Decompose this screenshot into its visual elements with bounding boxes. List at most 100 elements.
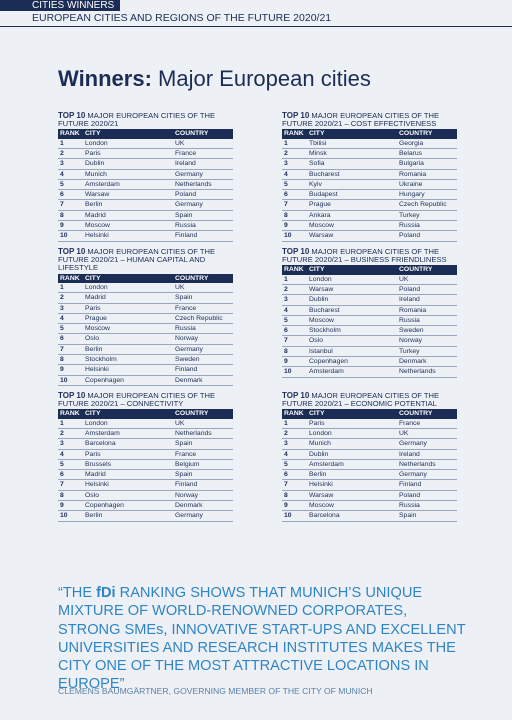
cell: Germany	[399, 440, 427, 448]
table-row: 10 Warsaw Poland	[282, 231, 457, 242]
column-header: COUNTRY	[399, 266, 433, 274]
cell: 8	[284, 347, 288, 355]
header-rule	[0, 26, 512, 27]
table-row: 5 Kyiv Ukraine	[282, 180, 457, 191]
cell: 3	[60, 440, 64, 448]
cell: Belgium	[175, 460, 200, 468]
table-row: 9 Moscow Russia	[282, 221, 457, 232]
cell: 8	[60, 491, 64, 499]
quote: “THE fDi RANKING SHOWS THAT MUNICH’S UNI…	[58, 584, 468, 694]
cell: Moscow	[85, 222, 110, 230]
cell: Copenhagen	[309, 358, 348, 366]
table-title-lead: TOP 10	[282, 391, 310, 400]
cell: 1	[60, 283, 64, 291]
cell: Finland	[175, 366, 198, 374]
table-row: 2 Madrid Spain	[58, 293, 233, 304]
table-title-lead: TOP 10	[58, 247, 86, 256]
cell: Minsk	[309, 150, 327, 157]
table-row: 6 Warsaw Poland	[58, 190, 233, 201]
cell: 1	[284, 275, 288, 283]
cell: 8	[284, 211, 288, 219]
table-title: TOP 10 MAJOR EUROPEAN CITIES OF THE FUTU…	[282, 391, 457, 409]
cell: 6	[284, 327, 288, 335]
table-title-text: MAJOR EUROPEAN CITIES OF THE FUTURE 2020…	[58, 247, 216, 273]
cell: Paris	[85, 150, 101, 157]
table-row: 7 Oslo Norway	[282, 336, 457, 347]
table-row: 7 Berlin Germany	[58, 200, 233, 211]
table-title-lead: TOP 10	[58, 391, 86, 400]
table-header: RANK CITY COUNTRY	[282, 265, 457, 275]
cell: Paris	[309, 419, 325, 427]
cell: Russia	[399, 316, 420, 324]
cell: 8	[60, 211, 64, 219]
cell: Bucharest	[309, 170, 340, 178]
cell: Berlin	[85, 512, 103, 520]
cell: Spain	[399, 512, 417, 520]
table-title: TOP 10 MAJOR EUROPEAN CITIES OF THE FUTU…	[58, 111, 233, 128]
ranking-table: TOP 10 MAJOR EUROPEAN CITIES OF THE FUTU…	[58, 111, 233, 242]
cell: UK	[399, 430, 409, 437]
title-rest: Major European cities	[158, 66, 371, 91]
cell: Oslo	[85, 491, 99, 499]
cell: 10	[284, 232, 292, 240]
cell: 9	[60, 222, 64, 230]
cell: London	[85, 139, 108, 147]
table-header: RANK CITY COUNTRY	[58, 409, 233, 419]
cell: Germany	[175, 201, 203, 209]
cell: 7	[284, 481, 288, 489]
table-row: 3 Barcelona Spain	[58, 439, 233, 450]
cell: Berlin	[85, 201, 103, 209]
cell: 3	[284, 160, 288, 168]
cell: UK	[175, 283, 185, 291]
column-header: RANK	[284, 130, 304, 138]
ranking-table: TOP 10 MAJOR EUROPEAN CITIES OF THE FUTU…	[282, 111, 457, 242]
table-row: 1 Tbilisi Georgia	[282, 139, 457, 149]
cell: Paris	[85, 450, 101, 458]
table-title-text: MAJOR EUROPEAN CITIES OF THE FUTURE 2020…	[282, 391, 440, 409]
attribution: CLEMENS BAUMGÄRTNER, GOVERNING MEMBER OF…	[58, 686, 373, 696]
table-title: TOP 10 MAJOR EUROPEAN CITIES OF THE FUTU…	[282, 247, 457, 264]
table-row: 9 Moscow Russia	[282, 501, 457, 512]
column-header: RANK	[60, 274, 80, 282]
cell: 7	[60, 345, 64, 353]
table-row: 9 Moscow Russia	[58, 221, 233, 232]
cell: Germany	[175, 170, 203, 178]
table-row: 5 Moscow Russia	[282, 316, 457, 327]
cell: 6	[60, 335, 64, 343]
cell: Ankara	[309, 211, 331, 219]
cell: Stockholm	[85, 355, 117, 363]
cell: 1	[60, 139, 64, 147]
cell: Madrid	[85, 471, 106, 479]
cell: Stockholm	[309, 327, 341, 335]
cell: Prague	[85, 314, 107, 322]
table-row: 7 Helsinki Finland	[58, 480, 233, 491]
cell: Germany	[399, 471, 427, 479]
table-row: 2 Warsaw Poland	[282, 285, 457, 296]
cell: 1	[60, 419, 64, 427]
cell: Madrid	[85, 211, 106, 219]
table-row: 6 Oslo Norway	[58, 334, 233, 345]
cell: 9	[284, 502, 288, 510]
table-row: 10 Berlin Germany	[58, 511, 233, 522]
cell: Copenhagen	[85, 376, 124, 384]
table-row: 10 Helsinki Finland	[58, 231, 233, 242]
column-header: RANK	[284, 410, 304, 418]
cell: Norway	[399, 337, 423, 345]
cell: Munich	[85, 170, 107, 178]
table-row: 9 Helsinki Finland	[58, 365, 233, 376]
cell: 10	[60, 512, 68, 520]
cell: Amsterdam	[85, 430, 120, 437]
table-row: 3 Dublin Ireland	[282, 295, 457, 306]
table-row: 10 Copenhagen Denmark	[58, 376, 233, 386]
cell: Munich	[309, 440, 331, 448]
ranking-table: TOP 10 MAJOR EUROPEAN CITIES OF THE FUTU…	[58, 247, 233, 386]
cell: 3	[60, 304, 64, 312]
cell: 4	[284, 306, 288, 314]
cell: 9	[60, 502, 64, 510]
cell: Netherlands	[175, 430, 212, 437]
table-row: 2 London UK	[282, 429, 457, 440]
table-row: 6 Madrid Spain	[58, 470, 233, 481]
cell: 5	[284, 460, 288, 468]
cell: Helsinki	[85, 366, 109, 374]
cell: Brussels	[85, 460, 112, 468]
